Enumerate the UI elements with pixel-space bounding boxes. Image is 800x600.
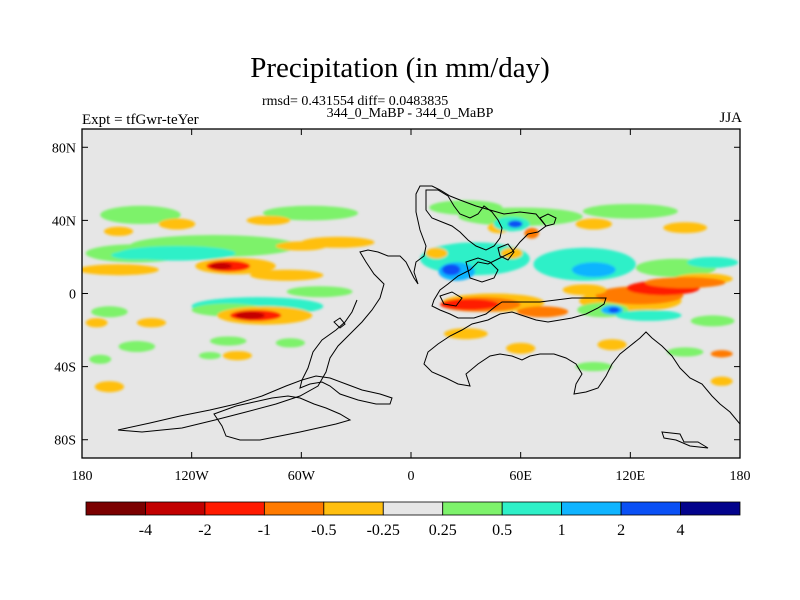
anomaly-region — [235, 311, 265, 320]
chart-subtitle: 344_0_MaBP - 344_0_MaBP — [326, 106, 494, 121]
anomaly-region — [575, 362, 613, 372]
anomaly-region — [111, 250, 163, 260]
anomaly-region — [158, 218, 196, 230]
anomaly-region — [82, 264, 159, 276]
anomaly-region — [575, 218, 613, 230]
y-tick-label: 80S — [54, 434, 76, 449]
anomaly-region — [85, 318, 108, 328]
colorbar-label: 2 — [617, 522, 625, 539]
y-axis: 80N 40N 0 40S 80S — [52, 141, 740, 449]
season-label: JJA — [719, 110, 742, 126]
colorbar-swatch — [620, 501, 681, 516]
colorbar-label: -0.5 — [311, 522, 336, 539]
anomaly-region — [458, 207, 583, 226]
x-tick-label: 0 — [408, 469, 415, 484]
y-tick-label: 0 — [69, 288, 76, 303]
x-tick-label: 120W — [175, 469, 210, 484]
anomaly-region — [517, 306, 569, 318]
x-tick-label: 60E — [509, 469, 532, 484]
anomaly-region — [262, 205, 358, 221]
anomaly-region — [663, 222, 708, 234]
anomaly-region — [442, 264, 461, 276]
anomaly-region — [89, 354, 112, 364]
anomaly-region — [198, 351, 221, 360]
x-tick-label: 120E — [616, 469, 646, 484]
colorbar-label: -4 — [139, 522, 152, 539]
colorbar-label: -1 — [258, 522, 271, 539]
experiment-label: Expt = tfGwr-teYer — [82, 112, 199, 128]
colorbar-label: 0.25 — [429, 522, 457, 539]
x-tick-label: 180 — [730, 469, 751, 484]
anomaly-region — [275, 241, 327, 251]
anomaly-region — [250, 269, 324, 281]
y-tick-label: 40S — [54, 361, 76, 376]
anomaly-region — [286, 286, 353, 298]
anomaly-region — [582, 203, 678, 219]
colorbar-swatch — [145, 501, 206, 516]
colorbar-label: -0.25 — [367, 522, 400, 539]
colorbar-swatch — [382, 501, 444, 516]
anomaly-region — [246, 215, 291, 225]
anomaly-region — [275, 338, 305, 348]
colorbar-label: 1 — [558, 522, 566, 539]
anomaly-region — [136, 318, 167, 328]
colorbar-swatch — [204, 501, 265, 516]
anomaly-region — [686, 256, 739, 268]
anomaly-region — [425, 247, 448, 259]
colorbar-swatch — [85, 501, 146, 516]
anomaly-region — [710, 350, 733, 358]
anomaly-region — [209, 336, 247, 346]
anomaly-region — [94, 381, 125, 393]
anomaly-region — [100, 205, 181, 225]
colorbar-swatch — [323, 501, 384, 516]
x-tick-label: 60W — [288, 469, 316, 484]
anomaly-region — [440, 298, 499, 310]
anomaly-region — [571, 262, 616, 278]
anomaly-region — [500, 247, 523, 259]
x-axis: 180 120W 60W 0 60E 120E 180 — [72, 129, 751, 484]
anomaly-region — [443, 328, 488, 340]
colorbar-label: 4 — [677, 522, 685, 539]
colorbar-swatch — [680, 501, 741, 516]
anomaly-region — [507, 220, 523, 228]
anomaly-region — [506, 342, 536, 354]
colorbar-swatch — [263, 501, 325, 516]
y-tick-label: 80N — [52, 141, 76, 156]
stats-line: rmsd= 0.431554 diff= 0.0483835 — [262, 94, 449, 109]
colorbar: -4 -2 -1 -0.5 -0.25 0.25 0.5 1 2 4 — [85, 501, 741, 539]
colorbar-label: 0.5 — [492, 522, 512, 539]
colorbar-swatch — [442, 501, 503, 516]
anomaly-region — [666, 347, 704, 357]
anomaly-region — [615, 309, 682, 321]
y-tick-label: 40N — [52, 214, 76, 229]
chart-title: Precipitation (in mm/day) — [250, 52, 550, 84]
anomaly-region — [209, 262, 232, 270]
anomaly-region — [562, 284, 607, 296]
anomaly-region — [710, 376, 733, 386]
anomaly-region — [91, 306, 128, 318]
anomaly-region — [608, 307, 620, 313]
anomaly-region — [118, 341, 156, 352]
anomaly-region — [222, 351, 252, 361]
coastline-outlines — [117, 185, 740, 449]
anomaly-region — [103, 226, 134, 236]
colorbar-swatch — [561, 501, 622, 516]
anomaly-region — [690, 315, 735, 327]
colorbar-swatch — [501, 501, 563, 516]
x-tick-label: 180 — [72, 469, 93, 484]
anomaly-region — [644, 277, 726, 289]
anomaly-region — [597, 339, 627, 351]
colorbar-label: -2 — [198, 522, 211, 539]
